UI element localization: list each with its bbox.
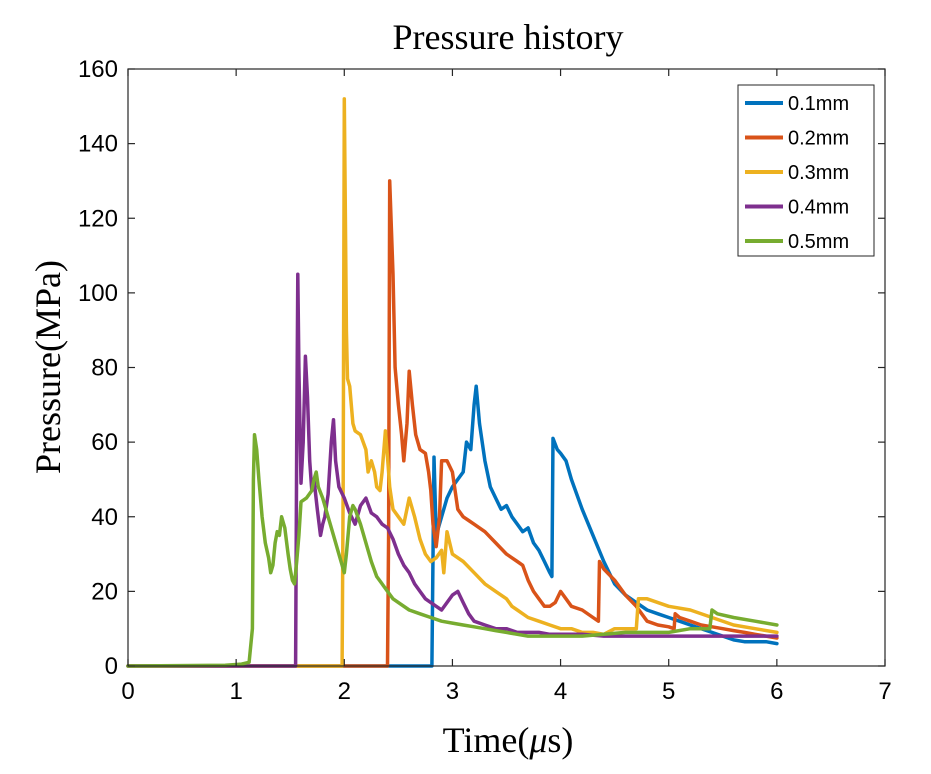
y-tick-label: 80	[91, 355, 118, 382]
series-line-2	[126, 179, 779, 668]
y-tick-label: 160	[78, 56, 118, 83]
y-axis-ticks: 0 20 40 60 80 100 120 140 160	[78, 56, 885, 680]
x-axis-label-symbol: μ	[528, 720, 547, 760]
x-tick-label: 1	[229, 678, 242, 705]
y-tick-label: 120	[78, 205, 118, 232]
x-axis-label: Time(μs)	[443, 720, 574, 760]
y-tick-label: 20	[91, 578, 118, 605]
legend: 0.1mm 0.2mm 0.3mm 0.4mm 0.5mm	[737, 84, 875, 257]
chart-title: Pressure history	[393, 17, 624, 57]
x-tick-label: 7	[878, 678, 891, 705]
x-tick-label: 3	[446, 678, 459, 705]
plot-lines	[126, 97, 779, 668]
legend-label-1: 0.1mm	[788, 93, 849, 115]
legend-label-4: 0.4mm	[788, 197, 849, 219]
y-tick-label: 140	[78, 131, 118, 158]
x-tick-label: 5	[662, 678, 675, 705]
x-axis-label-main: Time(	[443, 720, 530, 760]
y-tick-label: 0	[105, 653, 118, 680]
series-line-5	[126, 432, 779, 668]
x-tick-label: 4	[554, 678, 567, 705]
y-tick-label: 100	[78, 280, 118, 307]
legend-label-2: 0.2mm	[788, 128, 849, 150]
series-line-3	[126, 97, 779, 668]
x-axis-ticks: 0 1 2 3 4 5 6 7	[121, 69, 892, 705]
x-tick-label: 2	[338, 678, 351, 705]
x-tick-label: 6	[770, 678, 783, 705]
x-tick-label: 0	[121, 678, 134, 705]
x-axis-label-unit: s)	[547, 720, 573, 760]
y-axis-label: Pressure(MPa)	[28, 260, 68, 474]
y-tick-label: 60	[91, 429, 118, 456]
legend-label-3: 0.3mm	[788, 162, 849, 184]
y-tick-label: 40	[91, 504, 118, 531]
legend-label-5: 0.5mm	[788, 231, 849, 253]
series-line-1	[126, 384, 779, 668]
